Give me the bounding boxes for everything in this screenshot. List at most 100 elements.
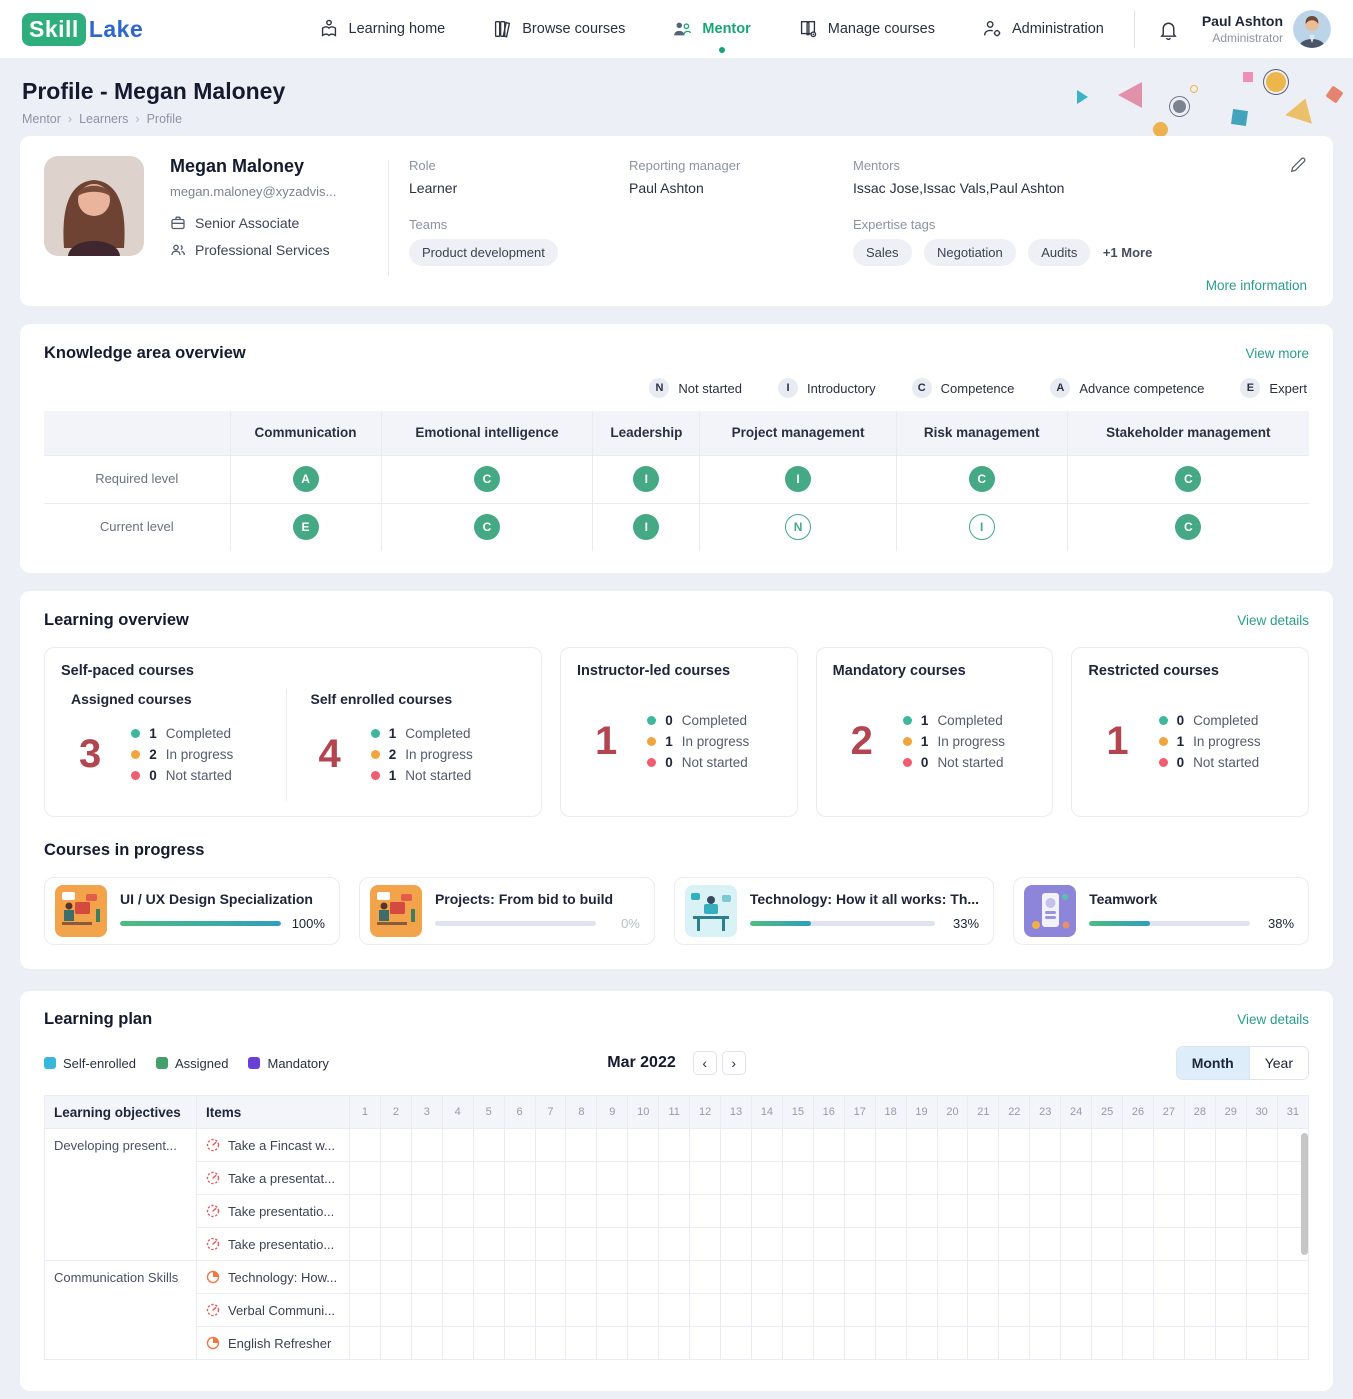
plan-day-cell xyxy=(750,1194,783,1228)
expertise-tag-chip: Audits xyxy=(1028,239,1091,266)
legend-level-badge: C xyxy=(911,378,932,398)
plan-item[interactable]: Take presentatio... xyxy=(196,1227,350,1261)
gauge-icon xyxy=(206,1303,220,1317)
plan-day-cell xyxy=(905,1227,938,1261)
plan-day-cell xyxy=(1060,1227,1093,1261)
day-column-header: 30 xyxy=(1245,1095,1278,1129)
plan-day-cell xyxy=(658,1326,691,1360)
course-title: Technology: How it all works: Th... xyxy=(749,891,980,907)
plan-day-cell xyxy=(349,1260,381,1294)
nav-item-administration[interactable]: Administration xyxy=(981,18,1104,40)
knowledge-section-title: Knowledge area overview xyxy=(44,344,246,362)
stat-row: 1 Completed xyxy=(370,726,473,741)
nav-item-learning-home[interactable]: Learning home xyxy=(318,18,445,40)
learning-overview-title: Learning overview xyxy=(44,611,189,629)
expertise-tag-chip: Sales xyxy=(853,239,912,266)
profile-summary-card: Megan Maloney megan.maloney@xyzadvis... … xyxy=(20,136,1333,306)
profile-divider xyxy=(388,160,389,276)
plan-day-cell xyxy=(472,1161,505,1195)
course-in-progress-card[interactable]: Teamwork 38% xyxy=(1013,877,1310,945)
confetti-decoration xyxy=(1190,85,1198,93)
nav-item-browse-courses[interactable]: Browse courses xyxy=(491,18,625,40)
plan-day-cell xyxy=(596,1128,629,1162)
nav-item-mentor[interactable]: Mentor xyxy=(671,18,751,53)
plan-item-row: Communication Skills Technology: How... xyxy=(44,1260,1310,1360)
plan-day-cell xyxy=(812,1326,845,1360)
breadcrumb-learners[interactable]: Learners xyxy=(79,112,129,126)
learner-department: Professional Services xyxy=(195,242,330,258)
user-avatar[interactable] xyxy=(1293,10,1331,48)
plan-day-cell xyxy=(503,1227,536,1261)
plan-day-cell xyxy=(874,1293,907,1327)
competency-level-badge: E xyxy=(292,514,319,541)
breadcrumb-mentor[interactable]: Mentor xyxy=(22,112,61,126)
edit-profile-icon[interactable] xyxy=(1289,156,1307,174)
overview-card-title: Self-paced courses xyxy=(61,663,194,679)
plan-day-cell xyxy=(472,1128,505,1162)
breadcrumb: Mentor › Learners › Profile xyxy=(22,112,1331,126)
plan-day-cell xyxy=(689,1194,722,1228)
plan-day-cell xyxy=(627,1326,660,1360)
course-in-progress-card[interactable]: Technology: How it all works: Th... 33% xyxy=(673,877,995,945)
plan-day-cell xyxy=(1183,1293,1216,1327)
stat-value: 0 xyxy=(665,712,673,728)
plan-day-cell xyxy=(596,1293,629,1327)
stat-dot xyxy=(370,728,380,738)
plan-day-cell xyxy=(1214,1227,1247,1261)
plan-vertical-scrollbar[interactable] xyxy=(1301,1133,1308,1255)
plan-day-cell xyxy=(689,1260,722,1294)
plan-day-cell xyxy=(658,1194,691,1228)
plan-day-cell xyxy=(936,1194,969,1228)
toggle-year-option[interactable]: Year xyxy=(1248,1047,1308,1079)
plan-day-cell xyxy=(998,1260,1031,1294)
nav-item-manage-courses[interactable]: Manage courses xyxy=(797,18,935,40)
plan-day-cell xyxy=(596,1161,629,1195)
plan-day-cell xyxy=(1183,1326,1216,1360)
expertise-more-button[interactable]: +1 More xyxy=(1102,245,1153,260)
learning-plan-view-details-link[interactable]: View details xyxy=(1237,1012,1309,1027)
plan-day-cell xyxy=(472,1326,505,1360)
plan-day-cell xyxy=(627,1227,660,1261)
user-menu[interactable]: Paul Ashton Administrator xyxy=(1202,10,1331,48)
plan-day-cell xyxy=(1060,1293,1093,1327)
plan-day-cell xyxy=(1214,1293,1247,1327)
team-chip: Product development xyxy=(409,239,558,266)
plan-item[interactable]: Verbal Communi... xyxy=(196,1293,350,1327)
plan-day-cell xyxy=(874,1227,907,1261)
plan-day-cell xyxy=(1214,1161,1247,1195)
stat-dot xyxy=(647,736,657,746)
plan-day-cell xyxy=(534,1161,567,1195)
plan-item[interactable]: English Refresher xyxy=(196,1326,350,1360)
knowledge-column-header: Stakeholder management xyxy=(1066,410,1310,456)
stat-value: 0 xyxy=(1176,754,1185,770)
skilllake-logo[interactable]: Skill Lake xyxy=(22,12,143,46)
confetti-decoration xyxy=(1243,72,1253,82)
knowledge-view-more-link[interactable]: View more xyxy=(1245,346,1309,361)
plan-legend-label: Assigned xyxy=(175,1055,229,1071)
plan-item[interactable]: Technology: How... xyxy=(196,1260,350,1294)
stat-row: 2 In progress xyxy=(131,747,233,762)
course-in-progress-card[interactable]: Projects: From bid to build 0% xyxy=(358,877,655,945)
plan-day-cell xyxy=(689,1293,722,1327)
learning-overview-view-details-link[interactable]: View details xyxy=(1237,613,1309,628)
next-month-button[interactable]: › xyxy=(721,1051,746,1075)
notifications-bell-icon[interactable] xyxy=(1157,18,1180,41)
plan-day-cell xyxy=(441,1326,474,1360)
plan-item[interactable]: Take a Fincast w... xyxy=(196,1128,350,1162)
plan-day-cell xyxy=(812,1260,845,1294)
plan-day-cell xyxy=(441,1260,474,1294)
page-header: Profile - Megan Maloney Mentor › Learner… xyxy=(0,58,1353,137)
nav-item-label: Manage courses xyxy=(827,21,935,37)
more-information-link[interactable]: More information xyxy=(1205,278,1307,293)
month-year-toggle: Month Year xyxy=(1175,1046,1309,1080)
plan-item[interactable]: Take a presentat... xyxy=(196,1161,350,1195)
stat-label: In progress xyxy=(405,746,473,762)
toggle-month-option[interactable]: Month xyxy=(1176,1047,1249,1079)
previous-month-button[interactable]: ‹ xyxy=(692,1051,717,1075)
competency-level-badge: C xyxy=(473,466,500,492)
plan-day-cell xyxy=(534,1260,567,1294)
course-in-progress-card[interactable]: UI / UX Design Specialization 100% xyxy=(44,877,340,945)
plan-item[interactable]: Take presentatio... xyxy=(196,1194,350,1228)
stat-row: 0 Completed xyxy=(1158,713,1261,728)
stat-dot xyxy=(370,770,380,780)
